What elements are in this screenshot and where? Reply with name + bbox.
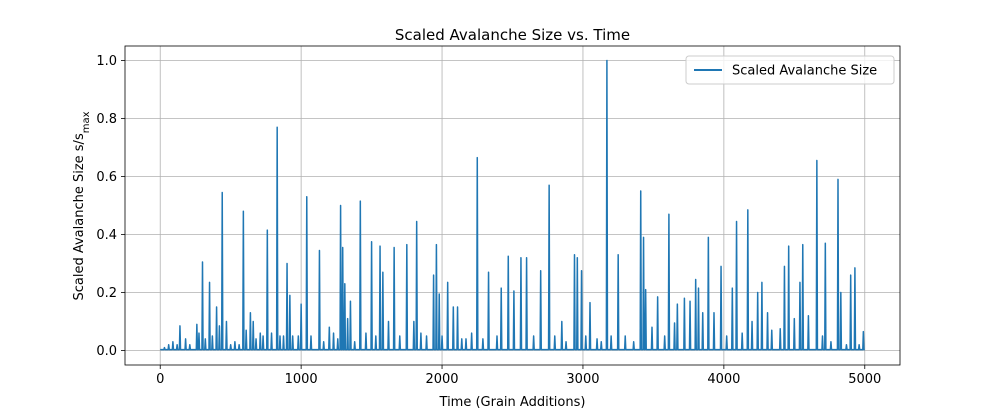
x-tick-label: 5000 xyxy=(848,372,881,387)
legend-frame xyxy=(685,55,895,85)
y-tick-label: 0.2 xyxy=(96,286,117,301)
x-tick-label: 2000 xyxy=(425,372,458,387)
y-tick-label: 0.0 xyxy=(96,344,117,359)
chart-title: Scaled Avalanche Size vs. Time xyxy=(395,26,630,44)
y-axis-label: Scaled Avalanche Size s/smax xyxy=(72,111,92,300)
y-tick-label: 1.0 xyxy=(96,54,117,69)
series-line xyxy=(160,59,865,351)
y-axis-label-main: Scaled Avalanche Size s/s xyxy=(72,133,87,300)
axes-frame xyxy=(124,45,901,366)
x-tick-label: 3000 xyxy=(566,372,599,387)
x-tick-label: 0 xyxy=(156,372,164,387)
legend: Scaled Avalanche Size xyxy=(685,55,895,85)
x-axis-label: Time (Grain Additions) xyxy=(439,395,586,409)
axes-layer: 0 1000 2000 3000 4000 5000 0.0 0.2 0.4 0.6 0.8 1.0 xyxy=(96,45,901,387)
y-tick-label: 0.8 xyxy=(96,112,117,127)
x-tick-label: 4000 xyxy=(707,372,740,387)
x-tick-label: 1000 xyxy=(285,372,318,387)
y-tick-label: 0.6 xyxy=(96,170,117,185)
y-tick-label: 0.4 xyxy=(96,228,117,243)
legend-label: Scaled Avalanche Size xyxy=(732,64,877,79)
plot-area xyxy=(125,46,900,365)
y-axis-label-subscript: max xyxy=(81,111,92,133)
